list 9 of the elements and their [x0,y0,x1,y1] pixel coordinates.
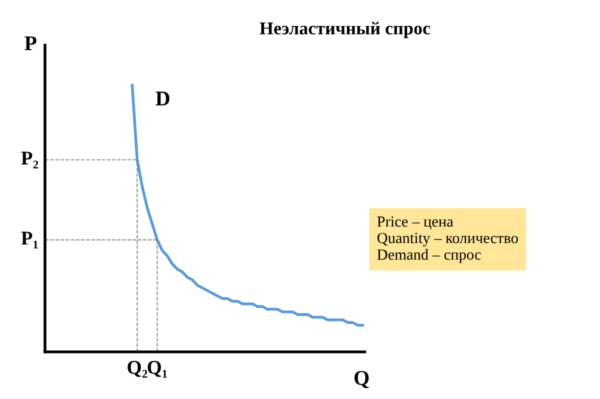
y-axis-title: P [24,36,36,50]
text: Price – цена Quantity – количество Demand – спрос [377,216,518,263]
ref-line-label: P₂ [21,152,38,168]
x-tick-label: Q₁ [148,360,167,378]
annotation: D [156,92,170,106]
x-axis-title: Q [354,370,369,388]
x-tick-label: Q₂ [128,360,148,378]
ref-line-label: P₁ [21,232,38,248]
chart-title: Неэластичный спрос [260,22,430,38]
